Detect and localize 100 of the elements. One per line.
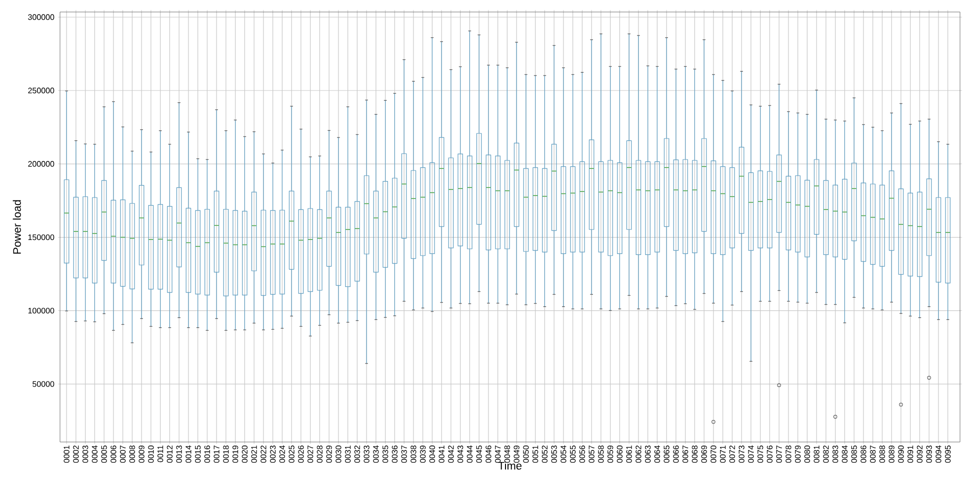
x-tick-label: 0038 bbox=[410, 446, 416, 463]
x-tick-label: 0002 bbox=[73, 446, 79, 463]
x-tick-label: 0045 bbox=[476, 446, 482, 463]
x-tick-label: 0015 bbox=[194, 446, 201, 463]
x-tick-label: 0095 bbox=[944, 446, 951, 463]
x-tick-label: 0032 bbox=[354, 446, 360, 463]
y-tick-label: 100000 bbox=[28, 308, 54, 314]
x-tick-label: 0067 bbox=[682, 446, 688, 463]
x-tick-label: 0013 bbox=[176, 446, 182, 463]
x-tick-label: 0040 bbox=[429, 446, 436, 463]
x-tick-label: 0084 bbox=[842, 445, 848, 463]
x-tick-label: 0028 bbox=[316, 446, 323, 463]
x-tick-label: 0090 bbox=[898, 446, 904, 463]
x-tick-label: 0024 bbox=[279, 445, 286, 463]
x-tick-label: 0043 bbox=[457, 446, 464, 463]
x-tick-label: 0018 bbox=[223, 446, 229, 463]
x-tick-label: 0033 bbox=[364, 446, 370, 463]
y-tick-label: 300000 bbox=[28, 14, 54, 20]
x-tick-label: 0086 bbox=[860, 446, 866, 463]
x-tick-label: 0077 bbox=[776, 446, 782, 463]
x-tick-label: 0054 bbox=[560, 445, 566, 463]
x-tick-label: 0021 bbox=[251, 446, 257, 463]
x-tick-label: 0048 bbox=[504, 446, 510, 463]
x-tick-label: 0079 bbox=[794, 446, 801, 463]
x-tick-label: 0082 bbox=[823, 446, 829, 463]
x-tick-label: 0009 bbox=[138, 446, 144, 463]
x-tick-label: 0092 bbox=[916, 446, 923, 463]
x-tick-label: 0059 bbox=[607, 446, 614, 463]
x-tick-label: 0069 bbox=[701, 446, 707, 463]
x-tick-label: 0063 bbox=[644, 446, 651, 463]
y-tick-label: 50000 bbox=[32, 381, 54, 387]
x-tick-label: 0019 bbox=[232, 446, 238, 463]
x-tick-label: 0044 bbox=[466, 445, 473, 463]
x-tick-label: 0075 bbox=[757, 446, 764, 463]
x-tick-label: 0058 bbox=[598, 446, 604, 463]
x-tick-label: 0022 bbox=[260, 446, 266, 463]
x-tick-label: 0049 bbox=[514, 446, 520, 463]
x-tick-label: 0080 bbox=[804, 446, 810, 463]
x-tick-label: 0094 bbox=[936, 445, 942, 463]
x-tick-label: 0068 bbox=[692, 446, 698, 463]
x-tick-label: 0031 bbox=[344, 446, 351, 463]
x-tick-label: 0078 bbox=[786, 446, 792, 463]
x-tick-label: 0039 bbox=[420, 446, 426, 463]
y-axis-title: Power load bbox=[12, 200, 21, 254]
x-tick-label: 0071 bbox=[720, 446, 726, 463]
x-tick-label: 0027 bbox=[307, 446, 314, 463]
x-tick-label: 0088 bbox=[879, 446, 886, 463]
x-tick-label: 0003 bbox=[82, 446, 88, 463]
x-tick-label: 0020 bbox=[242, 446, 248, 463]
y-tick-label: 250000 bbox=[28, 88, 54, 94]
x-tick-label: 0074 bbox=[748, 445, 754, 463]
x-tick-label: 0061 bbox=[626, 446, 632, 463]
x-tick-label: 0089 bbox=[888, 446, 894, 463]
x-tick-label: 0014 bbox=[186, 445, 192, 463]
x-tick-label: 0042 bbox=[448, 446, 454, 463]
x-tick-label: 0026 bbox=[298, 446, 304, 463]
x-tick-label: 0050 bbox=[523, 446, 529, 463]
x-tick-label: 0001 bbox=[64, 446, 70, 463]
x-tick-label: 0025 bbox=[288, 446, 294, 463]
x-tick-label: 0072 bbox=[729, 446, 736, 463]
x-tick-label: 0017 bbox=[214, 446, 220, 463]
y-tick-label: 200000 bbox=[28, 161, 54, 167]
x-tick-label: 0091 bbox=[907, 446, 914, 463]
x-tick-label: 0051 bbox=[532, 446, 538, 463]
x-axis-title: Time bbox=[498, 462, 522, 470]
x-tick-label: 0057 bbox=[588, 446, 594, 463]
x-tick-label: 0008 bbox=[129, 446, 136, 463]
x-tick-label: 0004 bbox=[92, 445, 98, 463]
x-tick-label: 0029 bbox=[326, 446, 332, 463]
x-tick-label: 0056 bbox=[579, 446, 586, 463]
x-tick-label: 0005 bbox=[101, 446, 107, 463]
x-tick-label: 0083 bbox=[832, 446, 838, 463]
x-tick-label: 0062 bbox=[636, 446, 642, 463]
x-tick-label: 0047 bbox=[494, 446, 501, 463]
x-tick-label: 0073 bbox=[738, 446, 744, 463]
x-tick-label: 0081 bbox=[814, 446, 820, 463]
x-tick-label: 0034 bbox=[373, 445, 379, 463]
x-tick-label: 0046 bbox=[486, 446, 492, 463]
x-tick-label: 0010 bbox=[148, 446, 154, 463]
x-tick-label: 0087 bbox=[870, 446, 876, 463]
x-tick-label: 0037 bbox=[401, 446, 407, 463]
x-tick-label: 0016 bbox=[204, 446, 210, 463]
x-tick-label: 0036 bbox=[392, 446, 398, 463]
x-tick-label: 0055 bbox=[570, 446, 576, 463]
x-tick-label: 0064 bbox=[654, 445, 660, 463]
x-tick-label: 0041 bbox=[438, 446, 444, 463]
x-tick-label: 0060 bbox=[616, 446, 623, 463]
x-tick-label: 0070 bbox=[710, 446, 716, 463]
x-tick-label: 0052 bbox=[542, 446, 548, 463]
x-tick-label: 0030 bbox=[336, 446, 342, 463]
x-tick-label: 0076 bbox=[766, 446, 773, 463]
x-tick-label: 0053 bbox=[551, 446, 557, 463]
x-tick-label: 0006 bbox=[110, 446, 116, 463]
x-tick-label: 0065 bbox=[664, 446, 670, 463]
x-tick-label: 0011 bbox=[157, 446, 164, 462]
x-tick-label: 0023 bbox=[270, 446, 276, 463]
x-tick-label: 0035 bbox=[382, 446, 388, 463]
x-tick-label: 0085 bbox=[851, 446, 857, 463]
x-tick-label: 0093 bbox=[926, 446, 932, 463]
x-tick-label: 0007 bbox=[120, 446, 126, 463]
